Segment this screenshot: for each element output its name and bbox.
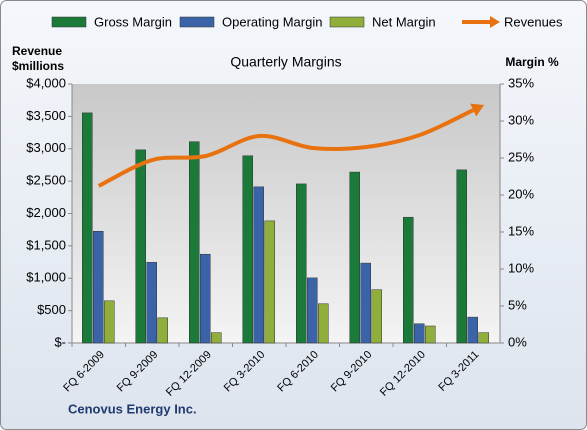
bar [478,332,489,344]
bar [307,277,318,344]
bar [93,231,104,344]
y2-axis-label: Margin % [505,55,559,69]
y-tick-label: $500 [37,302,66,317]
bar [146,262,157,344]
legend-label: Revenues [504,14,563,29]
bar [360,262,371,344]
y2-tick-label: 0% [508,334,527,349]
bar [189,141,200,344]
bar [296,183,307,344]
y-axis-label: Revenue $millions [12,44,65,73]
bar [253,186,264,344]
line [97,108,475,188]
bar [242,155,253,344]
y2-tick-label: 20% [508,186,534,201]
legend-swatch [329,16,365,28]
legend-label: Operating Margin [222,14,322,29]
bar [349,171,360,344]
bar [403,216,414,344]
y2-tick-label: 10% [508,260,534,275]
bar [104,300,115,344]
bar [135,149,146,344]
y-tick-label: $- [54,334,66,349]
bar [264,220,275,344]
bar [425,325,436,344]
y-tick-label: $3,500 [26,108,66,123]
bar [200,253,211,344]
bar [157,317,168,344]
y2-tick-label: 30% [508,112,534,127]
bar [318,303,329,344]
bar [371,289,382,344]
bar [211,332,222,344]
bar [467,316,478,344]
y-tick-label: $2,000 [26,205,66,220]
legend-arrow [490,16,500,28]
line-arrow [470,103,485,117]
legend-swatch [179,16,215,28]
y-tick-label: $4,000 [26,75,66,90]
bar [414,323,425,344]
legend-swatch [51,16,87,28]
y-tick-label: $1,000 [26,270,66,285]
chart-title: Quarterly Margins [230,54,341,70]
source: Cenovus Energy Inc. [68,401,197,416]
y2-tick-label: 25% [508,149,534,164]
y2-tick-label: 35% [508,75,534,90]
y2-tick-label: 15% [508,223,534,238]
bar [82,112,93,344]
y-tick-label: $1,500 [26,237,66,252]
y-tick-label: $2,500 [26,173,66,188]
y-tick-label: $3,000 [26,140,66,155]
legend-label: Gross Margin [94,14,172,29]
bar [456,169,467,344]
y2-tick-label: 5% [508,297,527,312]
legend-label: Net Margin [372,14,436,29]
